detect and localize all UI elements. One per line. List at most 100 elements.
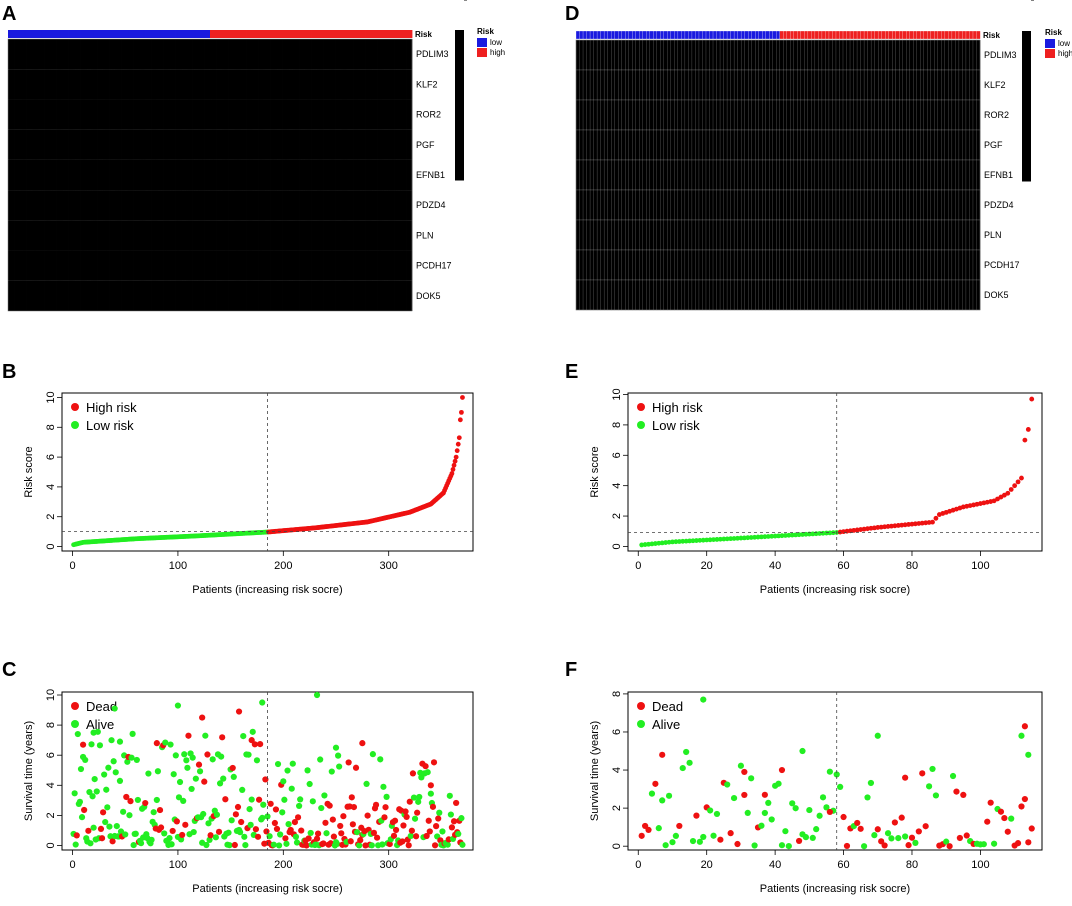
heatmap-cell	[632, 219, 637, 251]
heatmap-cell	[243, 99, 246, 130]
heatmap-cell	[877, 159, 883, 191]
heatmap-cell	[839, 69, 844, 101]
heatmap-cell	[367, 280, 369, 311]
heatmap-cell	[356, 129, 358, 160]
heatmap-cell	[302, 99, 305, 130]
heatmap-cell	[719, 249, 725, 281]
heatmap-cell	[193, 280, 196, 311]
heatmap-cell	[410, 159, 413, 191]
risk-annotation-cell	[84, 30, 86, 38]
heatmap-cell	[888, 189, 893, 221]
heatmap-cell	[148, 190, 151, 221]
heatmap-cell	[674, 129, 679, 161]
heatmap-cell	[196, 129, 199, 160]
heatmap-cell	[382, 190, 385, 221]
heatmap-cell	[246, 190, 248, 221]
heatmap-cell	[670, 159, 675, 191]
heatmap-cell	[307, 129, 309, 160]
risk-annotation-cell	[188, 30, 190, 38]
heatmap-cell	[37, 99, 39, 130]
heatmap-cell	[309, 129, 311, 160]
heatmap-cell	[762, 159, 767, 191]
risk-annotation-cell	[312, 30, 315, 38]
heatmap-cell	[232, 39, 235, 70]
heatmap-cell	[304, 159, 307, 191]
risk-annotation-cell	[215, 30, 217, 38]
heatmap-cell	[147, 129, 150, 160]
risk-annotation-cell	[383, 30, 386, 38]
heatmap-cell	[178, 220, 180, 251]
heatmap-cell	[73, 129, 76, 160]
heatmap-cell	[205, 190, 208, 221]
heatmap-cell	[51, 99, 54, 130]
heatmap-cell	[54, 159, 57, 191]
heatmap-cell	[310, 159, 312, 191]
heatmap-cell	[40, 280, 43, 311]
heatmap-cell	[295, 129, 297, 160]
heatmap-cell	[29, 250, 32, 281]
heatmap-cell	[306, 220, 308, 251]
heatmap-cell	[234, 280, 236, 311]
heatmap-cell	[737, 129, 742, 161]
heatmap-cell	[670, 219, 675, 251]
heatmap-row	[8, 39, 413, 70]
heatmap-cell	[176, 190, 178, 221]
heatmap-cell	[41, 69, 44, 100]
heatmap-cell	[113, 220, 116, 251]
heatmap-cell	[220, 250, 223, 281]
heatmap-cell	[367, 39, 369, 70]
heatmap-cell	[182, 129, 185, 160]
risk-annotation-cell	[867, 30, 872, 40]
color-scale-step	[1022, 83, 1031, 87]
heatmap-cell	[955, 39, 960, 71]
heatmap-cell	[346, 129, 348, 160]
heatmap-cell	[846, 69, 851, 101]
heatmap-cell	[811, 69, 816, 101]
heatmap-cell	[48, 39, 50, 70]
heatmap-cell	[337, 250, 340, 281]
heatmap-cell	[225, 99, 227, 130]
heatmap-cell	[122, 220, 125, 251]
color-scale-step	[1022, 36, 1031, 39]
heatmap-cell	[32, 220, 34, 251]
heatmap-cell	[639, 39, 644, 71]
heatmap-cell	[197, 99, 200, 130]
heatmap-cell	[366, 190, 368, 221]
heatmap-cell	[899, 69, 904, 101]
heatmap-cell	[339, 69, 342, 100]
heatmap-cell	[117, 129, 119, 160]
risk-annotation-cell	[38, 30, 41, 38]
heatmap-cell	[121, 159, 124, 191]
heatmap-cell	[832, 249, 837, 281]
heatmap-cell	[268, 69, 271, 100]
heatmap-cell	[408, 129, 411, 160]
heatmap-cell	[874, 219, 879, 251]
risk-annotation-cell	[272, 30, 274, 38]
risk-annotation-cell	[115, 30, 117, 38]
risk-annotation-cell	[254, 30, 257, 38]
heatmap-cell	[39, 69, 42, 100]
heatmap-cell	[47, 69, 49, 100]
heatmap-cell	[839, 99, 844, 131]
heatmap-cell	[118, 220, 120, 251]
heatmap-cell	[16, 159, 19, 191]
heatmap-cell	[111, 220, 114, 251]
heatmap-cell	[354, 99, 356, 130]
heatmap-cell	[839, 189, 844, 221]
heatmap-cell	[369, 159, 371, 191]
heatmap-cell	[958, 159, 963, 191]
heatmap-cell	[726, 99, 732, 131]
heatmap-cell	[255, 250, 258, 281]
heatmap-cell	[158, 250, 161, 281]
heatmap-cell	[691, 99, 696, 131]
heatmap-cell	[691, 279, 696, 311]
heatmap-cell	[157, 39, 160, 70]
heatmap-cell	[65, 220, 68, 251]
risk-annotation-cell	[832, 30, 837, 40]
heatmap-cell	[888, 219, 893, 251]
heatmap-cell	[346, 280, 348, 311]
heatmap-cell	[863, 39, 869, 71]
heatmap-cell	[191, 129, 193, 160]
heatmap-cell	[586, 249, 591, 281]
heatmap-cell	[123, 220, 126, 251]
